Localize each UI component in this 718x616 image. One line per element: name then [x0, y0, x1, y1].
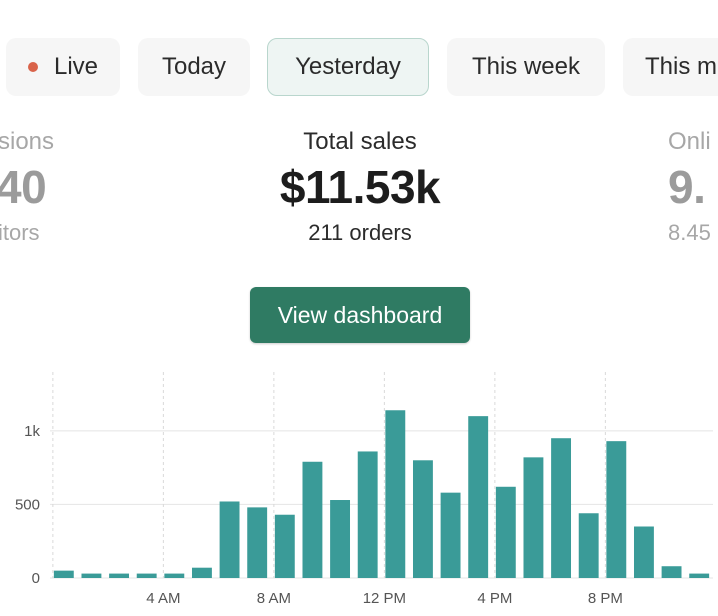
filter-live-label: Live	[53, 53, 99, 80]
online-metric[interactable]: Onli 9. 8.45	[668, 128, 711, 246]
online-value: 9.	[668, 161, 706, 213]
bar-9-pm	[633, 526, 654, 578]
bar-3-am	[136, 573, 157, 578]
bar-11-pm	[689, 573, 710, 578]
x-tick-label: 8 AM	[257, 590, 291, 607]
filter-this-month-label: This m	[645, 53, 717, 80]
bar-11-am	[357, 451, 378, 578]
bar-4-am	[164, 573, 185, 578]
bar-7-pm	[578, 513, 599, 578]
bar-4-pm	[495, 486, 516, 578]
filter-today-label: Today	[161, 53, 227, 80]
filter-today[interactable]: Today	[138, 38, 250, 96]
bar-12-am	[53, 570, 74, 578]
bar-2-am	[109, 573, 130, 578]
bar-1-am	[81, 573, 102, 578]
bar-10-pm	[661, 566, 682, 578]
hourly-sales-chart: 0 500 1k 4 AM 8 AM 12 PM 4 PM 8 PM	[15, 372, 713, 607]
sessions-label: sions	[0, 128, 55, 155]
x-tick-label: 12 PM	[363, 590, 406, 607]
total-sales-value: $11.53k	[279, 161, 441, 213]
bar-6-pm	[551, 438, 572, 578]
bar-8-am	[274, 514, 295, 578]
y-tick-label: 0	[32, 570, 40, 587]
filter-yesterday-label: Yesterday	[295, 53, 401, 80]
view-dashboard-label: View dashboard	[277, 301, 443, 328]
total-sales-orders: 211 orders	[308, 220, 412, 245]
bar-5-am	[191, 567, 212, 578]
x-tick-label: 4 PM	[477, 590, 512, 607]
x-tick-label: 8 PM	[588, 590, 623, 607]
x-tick-label: 4 AM	[146, 590, 180, 607]
y-tick-label: 500	[15, 496, 40, 513]
filter-this-month[interactable]: This m	[623, 38, 718, 96]
bar-12-pm	[385, 410, 406, 578]
filter-yesterday[interactable]: Yesterday	[267, 38, 429, 96]
view-dashboard-button[interactable]: View dashboard	[250, 287, 470, 343]
live-dot-icon	[27, 62, 38, 72]
bar-3-pm	[468, 416, 489, 578]
sessions-value: 40	[0, 161, 47, 213]
bar-5-pm	[523, 457, 544, 578]
bar-2-pm	[440, 492, 461, 578]
total-sales-metric[interactable]: Total sales $11.53k 211 orders	[240, 128, 480, 246]
bar-1-pm	[412, 460, 433, 578]
online-sub: 8.45	[668, 220, 711, 245]
bar-9-am	[302, 461, 323, 578]
sessions-sub: itors	[0, 220, 40, 245]
total-sales-label: Total sales	[303, 128, 417, 155]
y-tick-label: 1k	[24, 423, 40, 440]
bar-8-pm	[606, 441, 627, 578]
filter-live[interactable]: Live	[6, 38, 120, 96]
bar-6-am	[219, 501, 240, 578]
sessions-metric[interactable]: sions 40 itors	[0, 128, 54, 246]
online-label: Onli	[668, 128, 711, 155]
filter-this-week[interactable]: This week	[447, 38, 605, 96]
bar-10-am	[330, 500, 351, 578]
filter-this-week-label: This week	[471, 53, 581, 80]
bar-7-am	[247, 507, 268, 578]
